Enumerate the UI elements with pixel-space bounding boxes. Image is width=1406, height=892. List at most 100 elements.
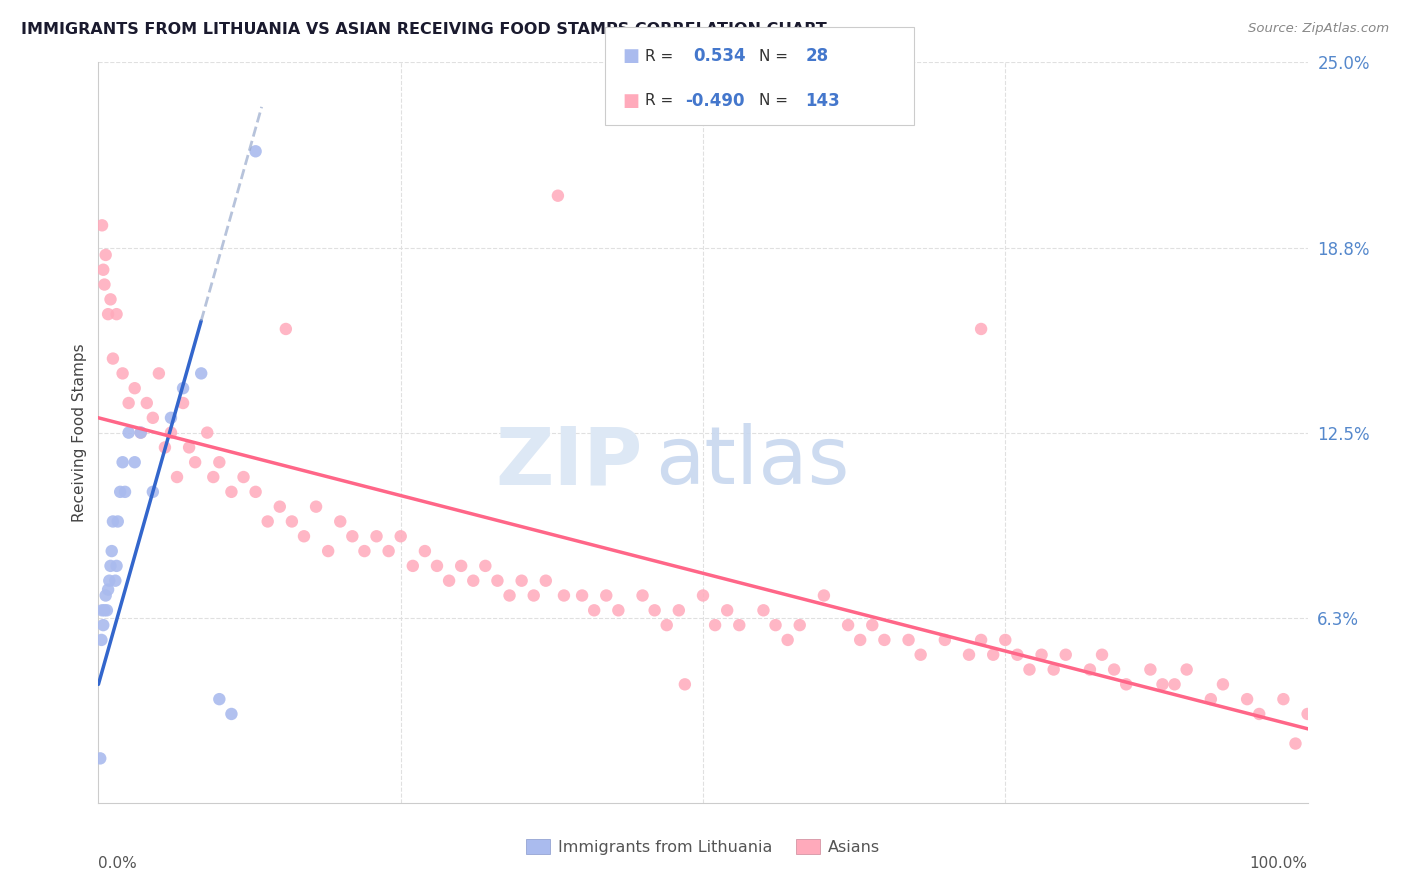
Point bbox=[668, 603, 690, 617]
Point bbox=[631, 589, 654, 603]
Point bbox=[221, 706, 243, 721]
Point bbox=[474, 558, 496, 573]
Point bbox=[91, 603, 114, 617]
Point bbox=[256, 515, 278, 529]
Point bbox=[101, 515, 124, 529]
Point bbox=[644, 603, 666, 617]
Point bbox=[108, 484, 131, 499]
Point bbox=[970, 632, 993, 647]
Point bbox=[716, 603, 738, 617]
Point bbox=[91, 262, 114, 277]
Point bbox=[281, 515, 304, 529]
Text: -0.490: -0.490 bbox=[685, 92, 744, 110]
Point bbox=[673, 677, 696, 691]
Point bbox=[111, 367, 134, 381]
Point bbox=[970, 322, 993, 336]
Point bbox=[190, 367, 212, 381]
Point bbox=[100, 558, 122, 573]
Point bbox=[245, 145, 267, 159]
Text: R =: R = bbox=[645, 49, 673, 63]
Point bbox=[849, 632, 872, 647]
Point bbox=[91, 219, 114, 233]
Point bbox=[129, 425, 152, 440]
Text: ZIP: ZIP bbox=[495, 423, 643, 501]
Point bbox=[1018, 663, 1040, 677]
Point bbox=[195, 425, 218, 440]
Point bbox=[1175, 663, 1198, 677]
Point bbox=[160, 425, 183, 440]
Text: N =: N = bbox=[759, 94, 789, 108]
Point bbox=[957, 648, 980, 662]
Point bbox=[100, 293, 122, 307]
Text: IMMIGRANTS FROM LITHUANIA VS ASIAN RECEIVING FOOD STAMPS CORRELATION CHART: IMMIGRANTS FROM LITHUANIA VS ASIAN RECEI… bbox=[21, 22, 827, 37]
Point bbox=[179, 441, 201, 455]
Text: N =: N = bbox=[759, 49, 789, 63]
Text: Source: ZipAtlas.com: Source: ZipAtlas.com bbox=[1249, 22, 1389, 36]
Point bbox=[97, 307, 120, 321]
Point bbox=[172, 396, 194, 410]
Point bbox=[1163, 677, 1185, 691]
Point bbox=[450, 558, 472, 573]
Point bbox=[910, 648, 932, 662]
Point bbox=[1284, 737, 1306, 751]
Point bbox=[91, 618, 114, 632]
Point bbox=[184, 455, 207, 469]
Point bbox=[704, 618, 727, 632]
Point bbox=[142, 484, 165, 499]
Point bbox=[583, 603, 606, 617]
Point bbox=[142, 410, 165, 425]
Point bbox=[510, 574, 533, 588]
Point bbox=[93, 603, 115, 617]
Point bbox=[97, 582, 120, 597]
Point bbox=[523, 589, 546, 603]
Point bbox=[534, 574, 557, 588]
Point bbox=[498, 589, 520, 603]
Point bbox=[129, 425, 152, 440]
Point bbox=[692, 589, 714, 603]
Y-axis label: Receiving Food Stamps: Receiving Food Stamps bbox=[72, 343, 87, 522]
Point bbox=[1091, 648, 1114, 662]
Point bbox=[94, 248, 117, 262]
Point bbox=[172, 381, 194, 395]
Point bbox=[1296, 706, 1319, 721]
Point bbox=[104, 574, 127, 588]
Point bbox=[765, 618, 787, 632]
Text: 28: 28 bbox=[806, 47, 828, 65]
Point bbox=[994, 632, 1017, 647]
Point bbox=[553, 589, 575, 603]
Point bbox=[96, 603, 118, 617]
Point bbox=[426, 558, 449, 573]
Text: atlas: atlas bbox=[655, 423, 849, 501]
Point bbox=[342, 529, 364, 543]
Point bbox=[813, 589, 835, 603]
Legend: Immigrants from Lithuania, Asians: Immigrants from Lithuania, Asians bbox=[519, 832, 887, 862]
Point bbox=[1007, 648, 1029, 662]
Point bbox=[1054, 648, 1077, 662]
Point bbox=[90, 632, 112, 647]
Point bbox=[1236, 692, 1258, 706]
Point bbox=[366, 529, 388, 543]
Text: 0.534: 0.534 bbox=[693, 47, 745, 65]
Point bbox=[1078, 663, 1101, 677]
Point bbox=[316, 544, 339, 558]
Text: 0.0%: 0.0% bbox=[98, 856, 138, 871]
Point bbox=[111, 455, 134, 469]
Point bbox=[98, 574, 121, 588]
Point bbox=[100, 544, 122, 558]
Point bbox=[402, 558, 425, 573]
Point bbox=[101, 351, 124, 366]
Point bbox=[934, 632, 956, 647]
Point bbox=[1102, 663, 1125, 677]
Point bbox=[329, 515, 352, 529]
Point bbox=[118, 425, 141, 440]
Point bbox=[208, 692, 231, 706]
Point bbox=[124, 455, 146, 469]
Point bbox=[114, 484, 136, 499]
Text: ■: ■ bbox=[623, 92, 640, 110]
Point bbox=[595, 589, 617, 603]
Point bbox=[1139, 663, 1161, 677]
Point bbox=[981, 648, 1004, 662]
Point bbox=[93, 277, 115, 292]
Point bbox=[789, 618, 811, 632]
Point bbox=[105, 558, 128, 573]
